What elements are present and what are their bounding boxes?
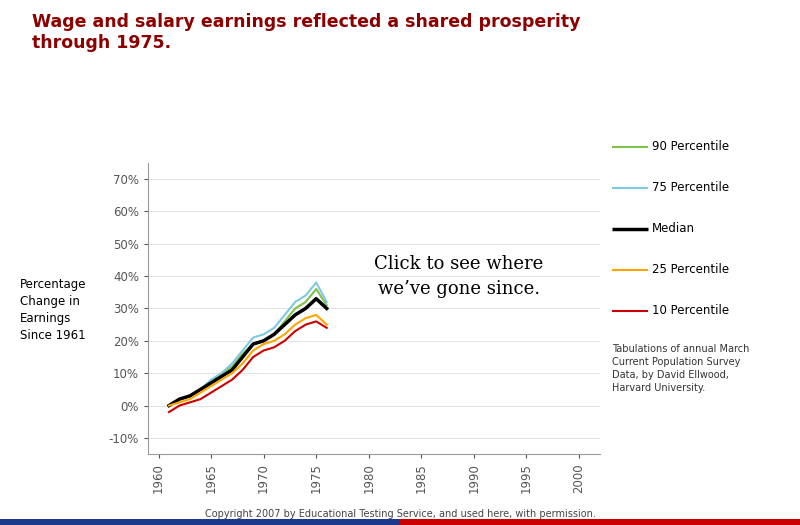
Text: through 1975.: through 1975. <box>32 34 171 52</box>
Text: Tabulations of annual March
Current Population Survey
Data, by David Ellwood,
Ha: Tabulations of annual March Current Popu… <box>612 344 750 393</box>
Bar <box>0 519 400 525</box>
Text: Copyright 2007 by Educational Testing Service, and used here, with permission.: Copyright 2007 by Educational Testing Se… <box>205 509 595 519</box>
Text: Click to see where
we’ve gone since.: Click to see where we’ve gone since. <box>374 255 543 298</box>
Text: 90 Percentile: 90 Percentile <box>652 141 729 153</box>
Text: 75 Percentile: 75 Percentile <box>652 182 729 194</box>
Bar <box>400 519 800 525</box>
Text: Wage and salary earnings reflected a shared prosperity: Wage and salary earnings reflected a sha… <box>32 13 581 31</box>
Text: 10 Percentile: 10 Percentile <box>652 304 729 317</box>
Text: Percentage
Change in
Earnings
Since 1961: Percentage Change in Earnings Since 1961 <box>20 278 86 342</box>
Text: Median: Median <box>652 223 695 235</box>
Text: 25 Percentile: 25 Percentile <box>652 264 729 276</box>
